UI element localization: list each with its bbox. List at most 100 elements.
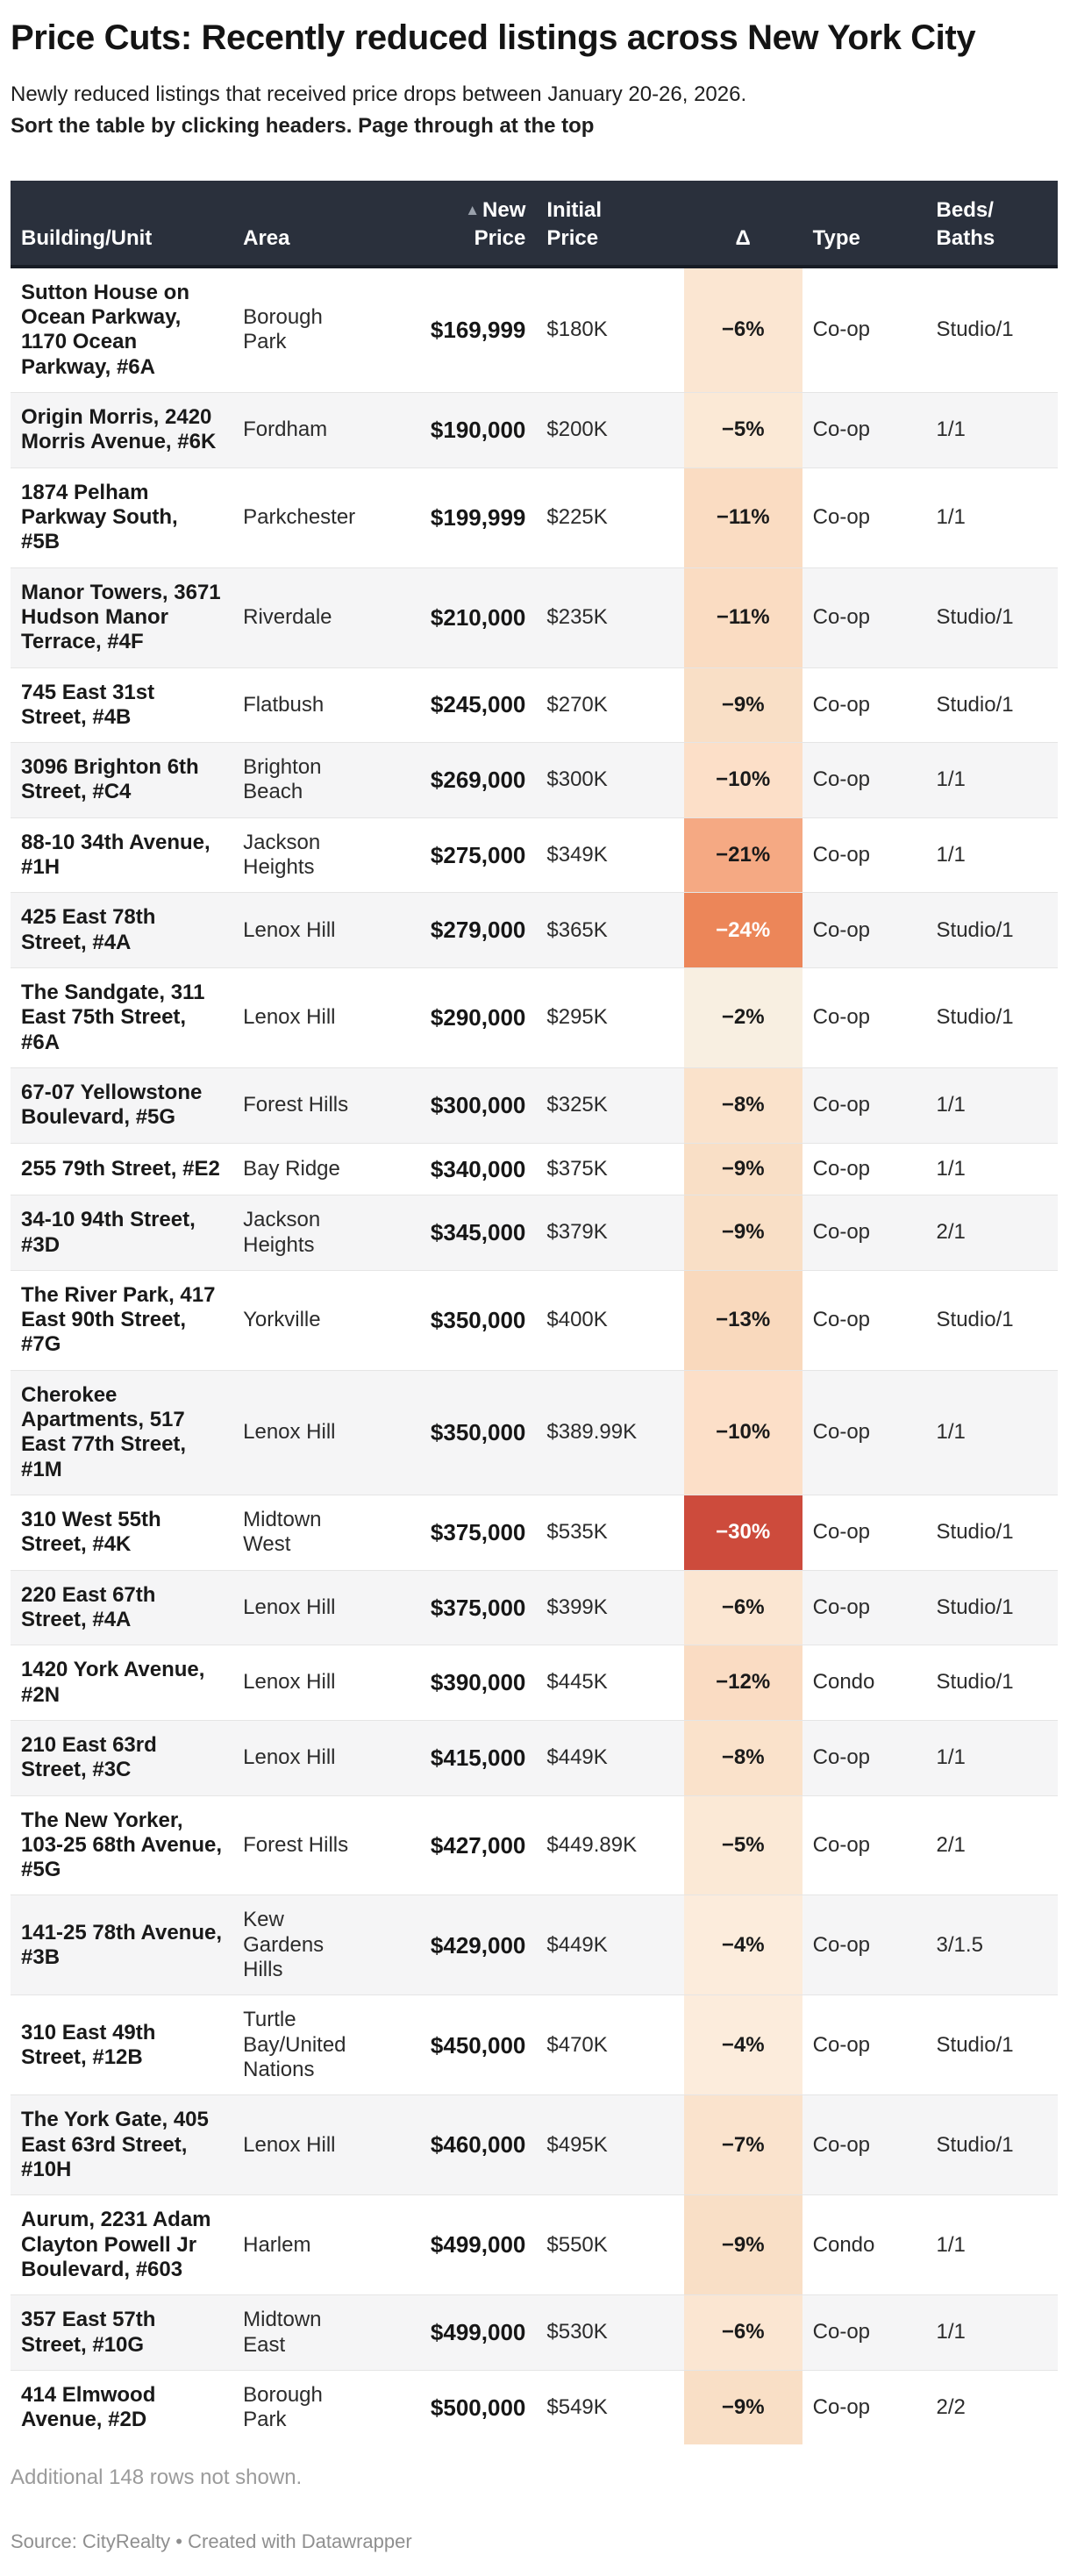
cell-building: The York Gate, 405 East 63rd Street, #10…: [21, 2108, 209, 2181]
cell-building: 1874 Pelham Parkway South, #5B: [21, 480, 178, 554]
table-row: 255 79th Street, #E2 Bay Ridge $340,000 $37…: [11, 1143, 1058, 1195]
cell-type: Co-op: [812, 1745, 871, 1770]
cell-beds_baths: 1/1: [936, 842, 966, 867]
column-header-type[interactable]: Type: [802, 181, 926, 268]
cell-building: The Sandgate, 311 East 75th Street, #6A: [21, 981, 205, 1054]
cell-type: Co-op: [812, 692, 871, 717]
cell-area: Lenox Hill: [243, 917, 336, 942]
table-row: 310 West 55th Street, #4K Midtown West $37…: [11, 1495, 1058, 1571]
column-header-delta[interactable]: Δ: [683, 181, 802, 268]
cell-type: Co-op: [812, 1005, 871, 1030]
cell-initial_price: $235K: [546, 604, 608, 629]
table-row: 34-10 94th Street, #3D Jackson Heights $34…: [11, 1195, 1058, 1271]
cell-type: Co-op: [812, 917, 871, 942]
cell-beds_baths: 1/1: [936, 1745, 966, 1770]
cell-new_price: $245,000: [430, 691, 526, 718]
cell-initial_price: $379K: [546, 1220, 608, 1245]
cell-delta: −12%: [683, 1645, 802, 1721]
column-header-new_price[interactable]: ▲ New Price: [374, 181, 537, 268]
cell-building: 67-07 Yellowstone Boulevard, #5G: [21, 1080, 203, 1130]
column-header-beds_baths[interactable]: Beds/ Baths: [925, 181, 1058, 268]
cell-area: Jackson Heights: [243, 1208, 321, 1257]
cell-type: Co-op: [812, 1420, 871, 1445]
column-header-area[interactable]: Area: [232, 181, 375, 268]
cell-initial_price: $449K: [546, 1932, 608, 1957]
cell-initial_price: $445K: [546, 1670, 608, 1695]
cell-initial_price: $180K: [546, 318, 608, 342]
cell-delta: −6%: [683, 1570, 802, 1645]
cell-delta: −24%: [683, 892, 802, 968]
cell-building: 3096 Brighton 6th Street, #C4: [21, 755, 199, 804]
table-header-row: Building/Unit Area ▲ New Price Initial Price…: [11, 181, 1058, 268]
table-row: The New Yorker, 103-25 68th Avenue, #5G F…: [11, 1795, 1058, 1895]
column-header-label: Δ: [735, 225, 751, 250]
cell-building: The New Yorker, 103-25 68th Avenue, #5G: [21, 1808, 222, 1882]
cell-new_price: $500,000: [430, 2394, 526, 2421]
cell-new_price: $300,000: [430, 1091, 526, 1118]
cell-new_price: $375,000: [430, 1519, 526, 1546]
cell-area: Bay Ridge: [243, 1156, 340, 1181]
cell-delta: −8%: [683, 1720, 802, 1796]
cell-beds_baths: Studio/1: [936, 917, 1014, 942]
table-row: 357 East 57th Street, #10G Midtown East $4…: [11, 2294, 1058, 2371]
cell-delta: −11%: [683, 567, 802, 667]
cell-new_price: $375,000: [430, 1594, 526, 1621]
cell-area: Riverdale: [243, 604, 332, 629]
cell-delta: −9%: [683, 667, 802, 743]
cell-area: Flatbush: [243, 692, 325, 717]
cell-new_price: $460,000: [430, 2131, 526, 2159]
cell-building: 141-25 78th Avenue, #3B: [21, 1920, 222, 1969]
cell-initial_price: $325K: [546, 1093, 608, 1117]
cell-new_price: $190,000: [430, 416, 526, 443]
cell-area: Midtown East: [243, 2308, 322, 2357]
cell-building: 310 West 55th Street, #4K: [21, 1508, 161, 1557]
cell-beds_baths: 1/1: [936, 1420, 966, 1445]
cell-delta: −5%: [683, 392, 802, 468]
column-header-building[interactable]: Building/Unit: [11, 181, 233, 268]
table-row: Sutton House on Ocean Parkway, 1170 Ocea…: [11, 266, 1058, 393]
cell-building: 210 East 63rd Street, #3C: [21, 1732, 157, 1782]
cell-initial_price: $295K: [546, 1005, 608, 1030]
cell-beds_baths: Studio/1: [936, 604, 1014, 629]
cell-initial_price: $400K: [546, 1308, 608, 1332]
table-row: 1420 York Avenue, #2N Lenox Hill $390,000 $…: [11, 1645, 1058, 1721]
cell-initial_price: $449K: [546, 1745, 608, 1770]
cell-area: Lenox Hill: [243, 1670, 336, 1695]
cell-area: Harlem: [243, 2232, 311, 2257]
table-row: 88-10 34th Avenue, #1H Jackson Heights $27…: [11, 817, 1058, 893]
cell-type: Co-op: [812, 1308, 871, 1332]
cell-area: Lenox Hill: [243, 1005, 336, 1030]
cell-building: 220 East 67th Street, #4A: [21, 1582, 156, 1631]
cell-delta: −11%: [683, 467, 802, 568]
table-row: 141-25 78th Avenue, #3B Kew Gardens Hills…: [11, 1895, 1058, 1995]
cell-initial_price: $530K: [546, 2320, 608, 2344]
cell-delta: −5%: [683, 1795, 802, 1895]
cell-area: Parkchester: [243, 504, 356, 529]
cell-type: Co-op: [812, 842, 871, 867]
cell-type: Co-op: [812, 417, 871, 442]
page-title: Price Cuts: Recently reduced listings ac…: [11, 18, 976, 57]
cell-beds_baths: Studio/1: [936, 692, 1014, 717]
cell-new_price: $169,999: [430, 317, 526, 344]
cell-delta: −2%: [683, 967, 802, 1068]
cell-type: Co-op: [812, 2320, 871, 2344]
cell-new_price: $279,000: [430, 917, 526, 944]
cell-new_price: $415,000: [430, 1744, 526, 1771]
cell-initial_price: $365K: [546, 917, 608, 942]
cell-beds_baths: 1/1: [936, 2232, 966, 2257]
cell-delta: −7%: [683, 2094, 802, 2195]
cell-delta: −30%: [683, 1495, 802, 1571]
column-header-label: Beds/ Baths: [936, 198, 995, 250]
table-row: 210 East 63rd Street, #3C Lenox Hill $415,…: [11, 1720, 1058, 1796]
cell-initial_price: $495K: [546, 2132, 608, 2157]
cell-new_price: $499,000: [430, 2319, 526, 2346]
cell-beds_baths: 1/1: [936, 417, 966, 442]
cell-beds_baths: 1/1: [936, 1093, 966, 1117]
column-header-initial_price[interactable]: Initial Price: [536, 181, 684, 268]
cell-initial_price: $270K: [546, 692, 608, 717]
cell-building: The River Park, 417 East 90th Street, #7…: [21, 1282, 216, 1357]
cell-area: Turtle Bay/United Nations: [243, 2008, 346, 2082]
sort-ascending-icon: ▲: [465, 202, 481, 219]
cell-type: Condo: [812, 2232, 875, 2257]
cell-type: Co-op: [812, 2132, 871, 2157]
